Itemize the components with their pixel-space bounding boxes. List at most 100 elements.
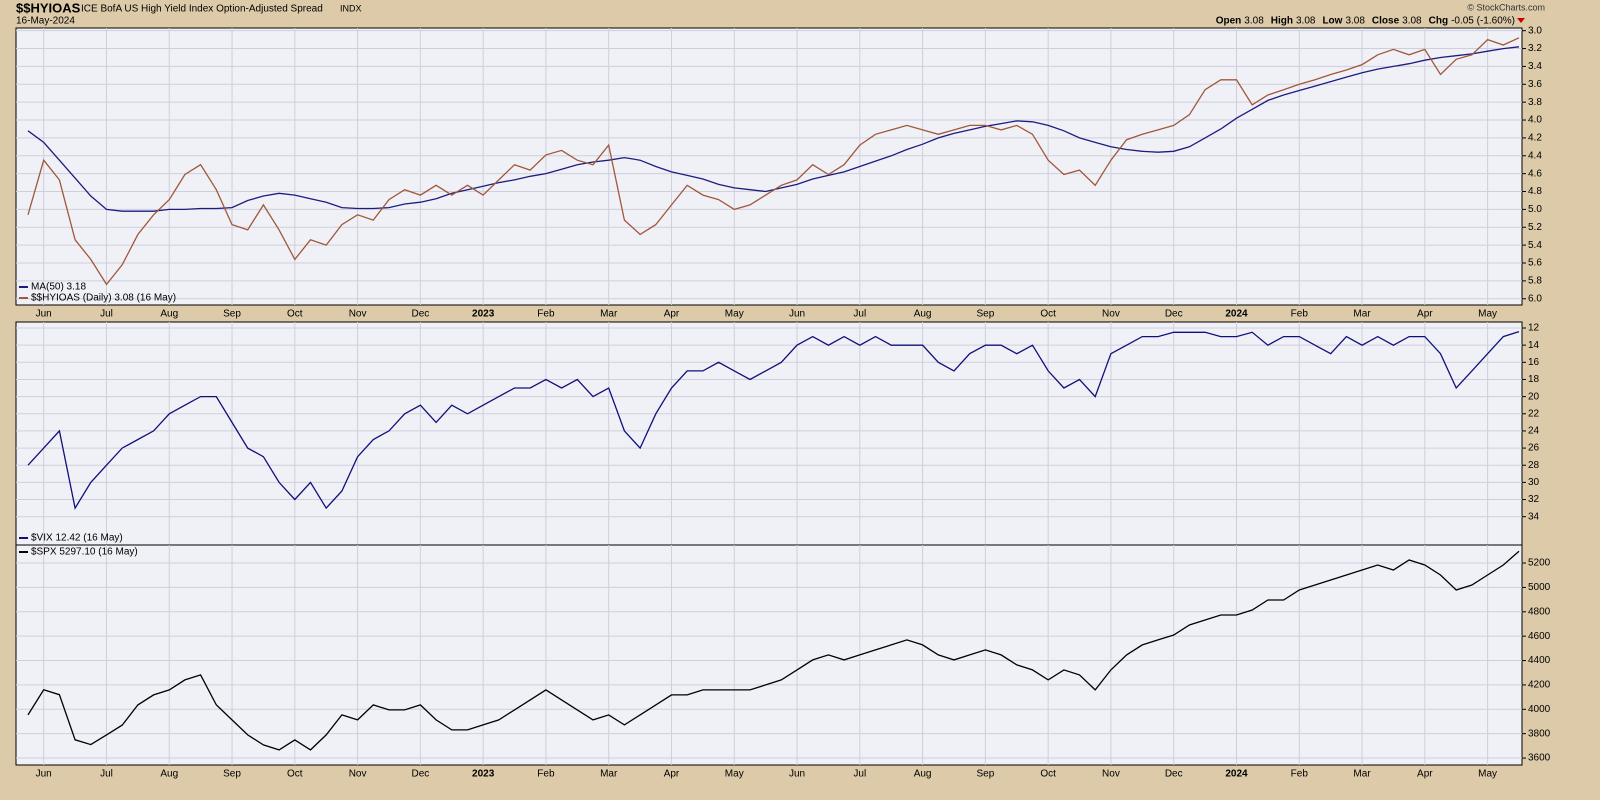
stat-label: Chg — [1429, 16, 1448, 27]
y-tick-label: 5200 — [1528, 558, 1551, 569]
x-tick-label: Jul — [853, 769, 866, 780]
stat-label: High — [1271, 16, 1293, 27]
x-tick-label: May — [1478, 309, 1497, 320]
panel — [15, 321, 1523, 546]
x-tick-label: Aug — [160, 769, 178, 780]
credit: © StockCharts.com — [1467, 2, 1545, 12]
x-tick-label: Jul — [100, 769, 113, 780]
symbol: $$HYIOAS — [16, 0, 81, 15]
x-tick-label: Feb — [537, 769, 555, 780]
y-tick-label: 20 — [1528, 391, 1540, 402]
legend-label: $$HYIOAS (Daily) 3.08 (16 May) — [31, 293, 176, 304]
legend-label: $SPX 5297.10 (16 May) — [31, 547, 138, 558]
stat-value: 3.08 — [1402, 16, 1422, 27]
legend-label: MA(50) 3.18 — [31, 282, 86, 293]
x-tick-label: Sep — [223, 309, 241, 320]
y-tick-label: 4.4 — [1528, 150, 1542, 161]
x-tick-label: Jun — [36, 309, 52, 320]
x-tick-label: Jun — [789, 769, 805, 780]
x-tick-label: Apr — [664, 309, 680, 320]
x-tick-label: Jul — [853, 309, 866, 320]
y-tick-label: 5.8 — [1528, 276, 1542, 287]
y-tick-label: 3600 — [1528, 753, 1551, 764]
x-tick-label: Nov — [1102, 309, 1120, 320]
stat-label: Open — [1216, 16, 1242, 27]
x-tick-label: Mar — [600, 309, 618, 320]
x-tick-label: Sep — [976, 309, 994, 320]
exchange: INDX — [340, 3, 362, 13]
y-tick-label: 34 — [1528, 511, 1540, 522]
y-tick-label: 4.8 — [1528, 186, 1542, 197]
y-tick-label: 12 — [1528, 323, 1540, 334]
stat-value: 3.08 — [1345, 16, 1365, 27]
series-line — [27, 330, 1520, 510]
y-tick-label: 3.2 — [1528, 43, 1542, 54]
y-tick-label: 28 — [1528, 460, 1540, 471]
panel — [15, 27, 1523, 306]
x-tick-label: Oct — [287, 309, 303, 320]
x-tick-label: Oct — [1040, 769, 1056, 780]
y-tick-label: 5.0 — [1528, 204, 1542, 215]
x-tick-label: Nov — [1102, 769, 1120, 780]
stat-label: Low — [1322, 16, 1342, 27]
y-tick-label: 3.0 — [1528, 25, 1542, 36]
x-tick-label: Aug — [914, 309, 932, 320]
x-tick-label: Nov — [349, 769, 367, 780]
y-tick-label: 5.6 — [1528, 258, 1542, 269]
y-tick-label: 30 — [1528, 477, 1540, 488]
y-tick-label: 4.6 — [1528, 168, 1542, 179]
x-tick-label: Feb — [1291, 309, 1309, 320]
down-arrow — [1517, 18, 1525, 23]
y-tick-label: 4400 — [1528, 655, 1551, 666]
x-tick-label: Apr — [1417, 309, 1433, 320]
panel — [15, 544, 1523, 766]
y-tick-label: 6.0 — [1528, 293, 1542, 304]
y-tick-label: 3.4 — [1528, 61, 1542, 72]
x-tick-label: Dec — [1165, 769, 1183, 780]
y-tick-label: 3.6 — [1528, 79, 1542, 90]
y-tick-label: 24 — [1528, 426, 1540, 437]
x-tick-label: Apr — [664, 769, 680, 780]
index-name: ICE BofA US High Yield Index Option-Adju… — [81, 4, 323, 15]
x-tick-label: Sep — [223, 769, 241, 780]
y-tick-label: 4600 — [1528, 631, 1551, 642]
y-tick-label: 4.2 — [1528, 133, 1542, 144]
x-tick-label: 2024 — [1225, 309, 1248, 320]
x-tick-label: 2024 — [1225, 769, 1248, 780]
x-tick-label: May — [1478, 769, 1497, 780]
y-tick-label: 5000 — [1528, 582, 1551, 593]
x-tick-label: Sep — [976, 769, 994, 780]
x-tick-label: Apr — [1417, 769, 1433, 780]
y-tick-label: 14 — [1528, 340, 1540, 351]
x-tick-label: Feb — [537, 309, 555, 320]
x-tick-label: Nov — [349, 309, 367, 320]
x-tick-label: Dec — [1165, 309, 1183, 320]
y-tick-label: 4000 — [1528, 704, 1551, 715]
stat-value: 3.08 — [1244, 16, 1264, 27]
x-tick-label: 2023 — [472, 309, 495, 320]
y-tick-label: 26 — [1528, 443, 1540, 454]
y-tick-label: 5.4 — [1528, 240, 1542, 251]
stat-value: -0.05 (-1.60%) — [1451, 16, 1515, 27]
x-tick-label: Dec — [411, 309, 429, 320]
y-tick-label: 4.0 — [1528, 115, 1542, 126]
stat-value: 3.08 — [1296, 16, 1316, 27]
series-line — [27, 37, 1520, 286]
x-tick-label: Jun — [36, 769, 52, 780]
stat-label: Close — [1372, 16, 1400, 27]
y-tick-label: 18 — [1528, 374, 1540, 385]
series-line — [27, 550, 1520, 751]
x-tick-label: May — [725, 769, 744, 780]
y-tick-label: 4800 — [1528, 606, 1551, 617]
x-tick-label: Oct — [287, 769, 303, 780]
x-tick-label: Aug — [914, 769, 932, 780]
y-tick-label: 22 — [1528, 408, 1540, 419]
y-tick-label: 3.8 — [1528, 97, 1542, 108]
x-tick-label: 2023 — [472, 769, 495, 780]
x-tick-label: Oct — [1040, 309, 1056, 320]
y-tick-label: 5.2 — [1528, 222, 1542, 233]
x-tick-label: Mar — [1353, 309, 1371, 320]
y-tick-label: 3800 — [1528, 728, 1551, 739]
